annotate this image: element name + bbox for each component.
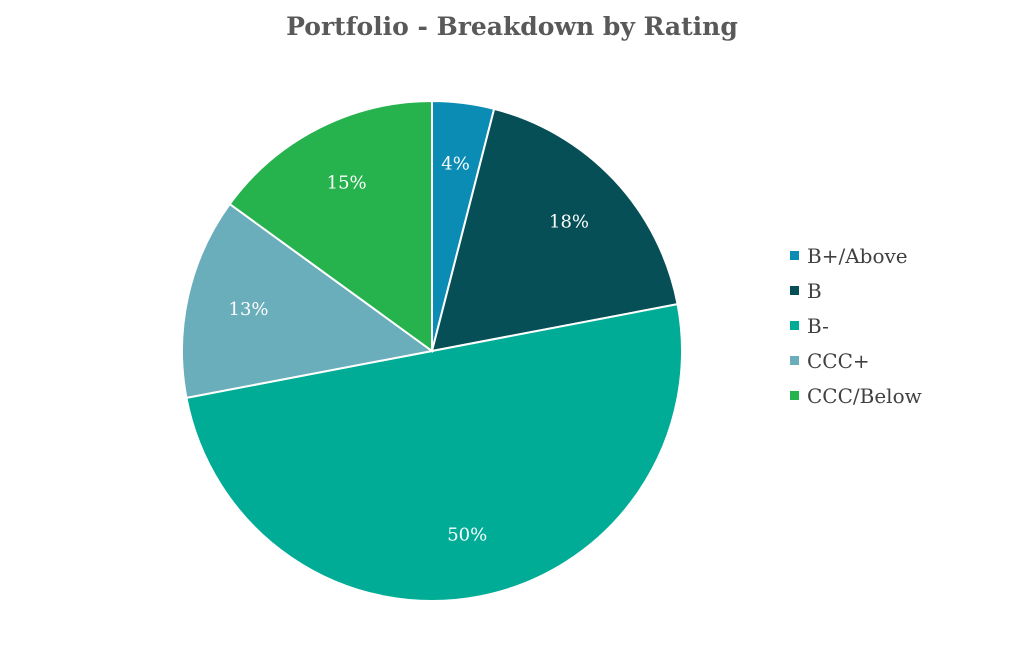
legend-item-ccc: CCC+	[790, 343, 922, 378]
legend-item-b: B	[790, 273, 922, 308]
pie-slice-ccc	[181, 202, 435, 400]
pie-slice-b	[430, 107, 679, 353]
data-label-b: 50%	[447, 525, 487, 546]
data-label-b: 18%	[549, 211, 589, 232]
legend-swatch-ccc-below	[790, 391, 799, 400]
legend-label: B-	[807, 313, 829, 338]
legend-label: B+/Above	[807, 243, 908, 268]
legend-swatch-b	[790, 286, 799, 295]
pie-slice-ccc-below	[228, 99, 433, 353]
legend-swatch-b	[790, 321, 799, 330]
data-label-ccc: 13%	[229, 299, 269, 320]
legend-swatch-ccc	[790, 356, 799, 365]
legend-label: B	[807, 278, 822, 303]
data-label-ccc-below: 15%	[327, 172, 367, 193]
legend-label: CCC/Below	[807, 383, 922, 408]
legend-swatch-b-above	[790, 251, 799, 260]
chart-title: Portfolio - Breakdown by Rating	[286, 12, 738, 41]
data-label-b-above: 4%	[441, 153, 470, 174]
pie-slice-b	[185, 302, 683, 602]
legend-item-b: B-	[790, 308, 922, 343]
legend-item-ccc-below: CCC/Below	[790, 378, 922, 413]
legend-item-b-above: B+/Above	[790, 238, 922, 273]
legend-label: CCC+	[807, 348, 870, 373]
chart-legend: B+/Above B B- CCC+ CCC/Below	[790, 238, 922, 413]
